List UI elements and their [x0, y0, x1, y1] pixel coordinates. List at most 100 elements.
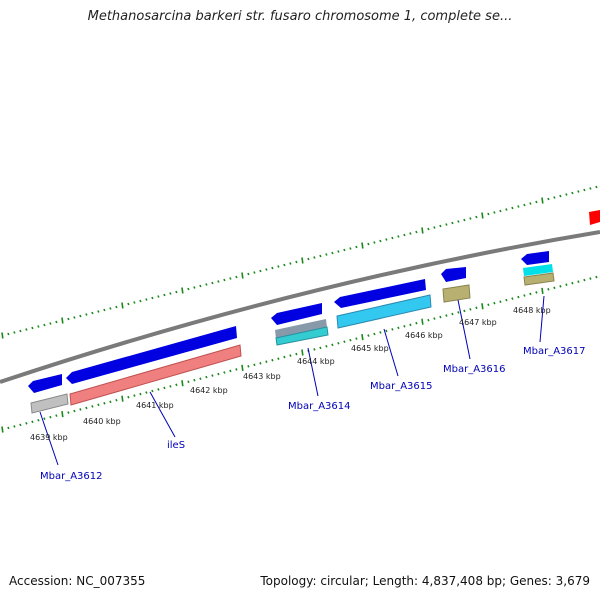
outer-tick-mark — [37, 325, 40, 328]
inner-tick-mark — [259, 361, 262, 365]
inner-tick-mark — [223, 371, 226, 374]
outer-tick-mark — [217, 280, 220, 283]
gene-box-iles[interactable] — [69, 344, 242, 406]
inner-tick-mark — [397, 326, 400, 330]
cds-arrow-iles[interactable] — [66, 326, 237, 384]
inner-tick-mark — [139, 392, 142, 396]
gene-label-iles[interactable]: ileS — [167, 440, 185, 451]
inner-tick-mark — [487, 303, 490, 307]
outer-tick-mark — [85, 313, 88, 316]
outer-tick-mark — [1, 332, 4, 339]
cds-arrow-mbar-a3612[interactable] — [28, 374, 62, 393]
inner-tick-mark — [409, 323, 412, 327]
inner-tick-mark — [151, 389, 154, 393]
outer-tick-mark — [433, 226, 436, 229]
inner-tick-mark — [337, 341, 340, 345]
cds-arrow-mbar-a3616[interactable] — [441, 267, 466, 282]
gene-label-mbar-a3612[interactable]: Mbar_A3612 — [40, 471, 103, 482]
outer-tick-mark — [55, 320, 58, 324]
outer-tick-mark — [319, 254, 322, 258]
outer-tick-mark — [373, 241, 376, 244]
inner-tick-mark — [175, 383, 178, 387]
gene-label-mbar-a3616[interactable]: Mbar_A3616 — [443, 364, 506, 375]
outer-tick-mark — [121, 302, 124, 309]
inner-tick-mark — [283, 355, 286, 359]
gene-box-mbar-a3616[interactable] — [442, 284, 471, 303]
inner-tick-mark — [553, 286, 556, 290]
outer-tick-mark — [79, 314, 82, 318]
gene-box-red[interactable] — [589, 210, 600, 225]
cds-arrow-mbar-a3615[interactable] — [334, 279, 426, 308]
accession-text: Accession: NC_007355 — [9, 574, 146, 588]
outer-tick-mark — [553, 196, 556, 199]
outer-tick-mark — [379, 239, 382, 243]
outer-tick-mark — [529, 202, 532, 205]
inner-tick-mark — [505, 298, 508, 302]
inner-tick-mark — [25, 422, 28, 425]
inner-tick-mark — [241, 364, 244, 371]
inner-tick-mark — [271, 358, 274, 362]
inner-tick-mark — [289, 354, 292, 357]
outer-tick-mark — [253, 271, 256, 274]
outer-tick-mark — [169, 292, 172, 295]
outer-tick-mark — [511, 206, 514, 210]
inner-tick-mark — [379, 331, 382, 334]
gene-box-mbar-a3617-cyan[interactable] — [523, 264, 553, 276]
gene-label-mbar-a3617[interactable]: Mbar_A3617 — [523, 346, 586, 357]
inner-tick-mark — [391, 328, 394, 331]
inner-tick-mark — [187, 380, 190, 384]
inner-tick-mark — [517, 295, 520, 299]
tick-label: 4648 kbp — [513, 306, 551, 315]
outer-tick-mark — [31, 326, 34, 330]
gene-box-mbar-a3614-gray[interactable] — [275, 319, 327, 339]
inner-tick-mark — [445, 314, 448, 317]
outer-tick-mark — [403, 233, 406, 237]
inner-tick-mark — [319, 346, 322, 350]
inner-tick-mark — [115, 398, 118, 402]
tick-label: 4646 kbp — [405, 331, 443, 340]
outer-tick-mark — [493, 211, 496, 214]
gene-box-mbar-a3615[interactable] — [336, 294, 432, 329]
outer-tick-mark — [181, 287, 184, 294]
inner-tick-mark — [439, 315, 442, 319]
inner-tick-mark — [121, 395, 124, 402]
outer-tick-mark — [127, 302, 130, 306]
outer-tick-mark — [565, 193, 568, 196]
gene-label-mbar-a3614[interactable]: Mbar_A3614 — [288, 401, 351, 412]
inner-tick-mark — [415, 321, 418, 325]
inner-tick-mark — [157, 388, 160, 391]
inner-tick-mark — [91, 405, 94, 408]
outer-tick-mark — [523, 203, 526, 207]
cds-arrow-mbar-a3617[interactable] — [521, 251, 549, 265]
inner-tick-mark — [295, 352, 298, 356]
outer-tick-mark — [325, 253, 328, 256]
inner-tick-mark — [541, 287, 544, 294]
outer-tick-mark — [211, 281, 214, 285]
gene-box-mbar-a3617[interactable] — [523, 272, 555, 286]
outer-tick-mark — [49, 322, 52, 325]
outer-tick-mark — [103, 308, 106, 312]
outer-tick-mark — [235, 275, 238, 279]
outer-tick-mark — [367, 242, 370, 246]
outer-tick-mark — [97, 310, 100, 313]
inner-tick-mark — [37, 418, 40, 422]
cds-arrow-mbar-a3614[interactable] — [271, 303, 322, 325]
inner-tick-mark — [7, 426, 10, 430]
outer-tick-mark — [355, 245, 358, 249]
gene-box-mbar-a3612[interactable] — [30, 393, 69, 414]
outer-tick-mark — [277, 265, 280, 268]
inner-tick-mark — [523, 294, 526, 297]
inner-tick-mark — [145, 391, 148, 394]
inner-tick-mark — [493, 301, 496, 305]
gene-label-mbar-a3615[interactable]: Mbar_A3615 — [370, 381, 433, 392]
outer-tick-mark — [145, 298, 148, 301]
tick-label: 4647 kbp — [459, 318, 497, 327]
inner-tick-mark — [43, 417, 46, 421]
inner-tick-mark — [529, 292, 532, 296]
tick-label: 4644 kbp — [297, 357, 335, 366]
outer-tick-mark — [361, 242, 364, 249]
tick-labels: 4639 kbp 4640 kbp 4641 kbp 4642 kbp 4643… — [30, 306, 551, 442]
gene-box-mbar-a3614[interactable] — [275, 326, 329, 346]
inner-tick-mark — [211, 374, 214, 377]
